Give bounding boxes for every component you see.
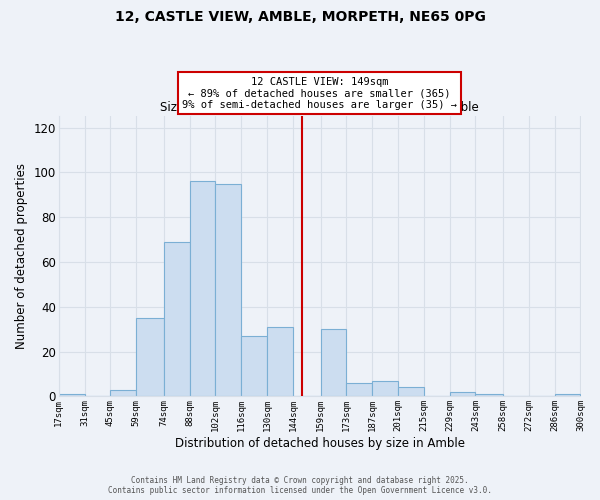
X-axis label: Distribution of detached houses by size in Amble: Distribution of detached houses by size … <box>175 437 464 450</box>
Bar <box>398 388 424 396</box>
Bar <box>346 383 372 396</box>
Title: Size of property relative to detached houses in Amble: Size of property relative to detached ho… <box>160 101 479 114</box>
Bar <box>136 318 164 396</box>
Bar <box>320 329 346 396</box>
Bar <box>241 336 267 396</box>
Bar <box>190 182 215 396</box>
Bar <box>475 394 503 396</box>
Bar <box>164 242 190 396</box>
Text: 12 CASTLE VIEW: 149sqm
← 89% of detached houses are smaller (365)
9% of semi-det: 12 CASTLE VIEW: 149sqm ← 89% of detached… <box>182 76 457 110</box>
Bar <box>554 394 580 396</box>
Bar <box>372 380 398 396</box>
Bar <box>215 184 241 396</box>
Text: Contains HM Land Registry data © Crown copyright and database right 2025.
Contai: Contains HM Land Registry data © Crown c… <box>108 476 492 495</box>
Bar <box>267 327 293 396</box>
Bar <box>449 392 475 396</box>
Bar <box>110 390 136 396</box>
Text: 12, CASTLE VIEW, AMBLE, MORPETH, NE65 0PG: 12, CASTLE VIEW, AMBLE, MORPETH, NE65 0P… <box>115 10 485 24</box>
Y-axis label: Number of detached properties: Number of detached properties <box>15 164 28 350</box>
Bar <box>59 394 85 396</box>
